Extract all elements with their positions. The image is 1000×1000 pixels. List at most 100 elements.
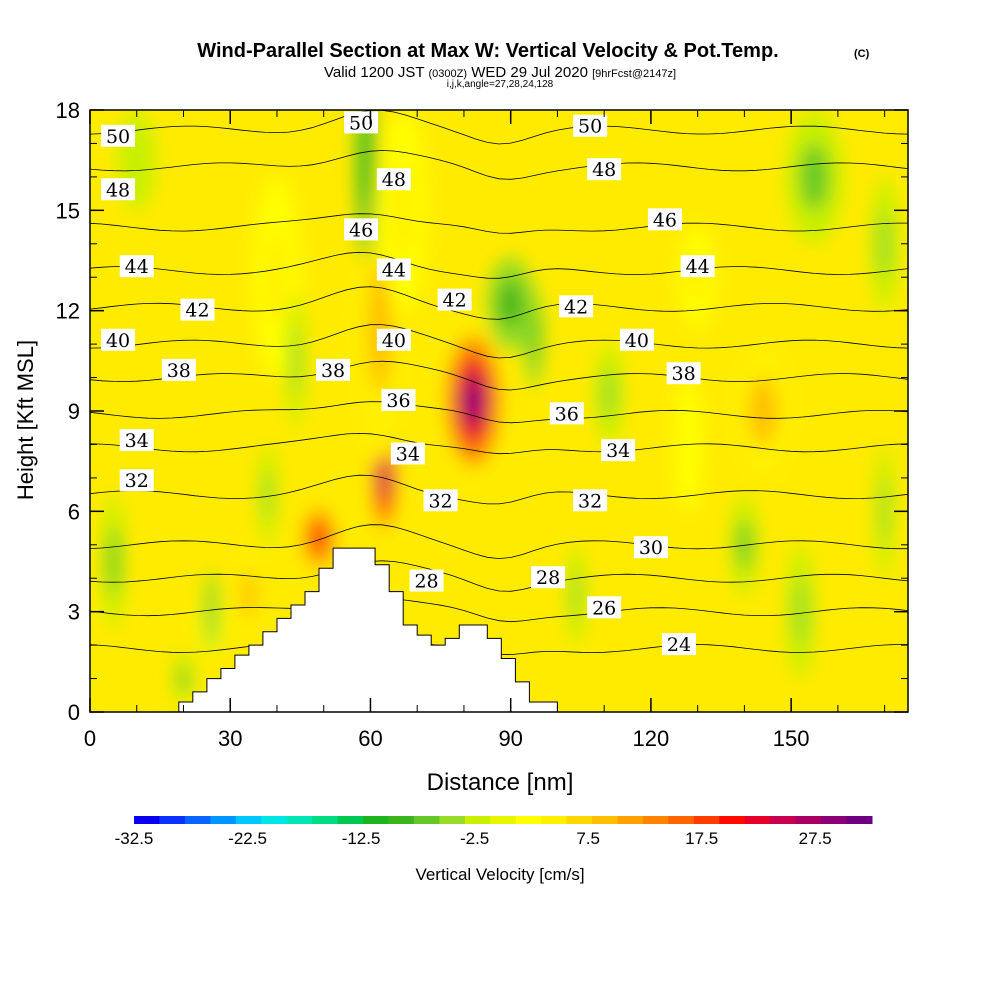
svg-text:38: 38 [672, 363, 696, 385]
colorbar [134, 816, 873, 824]
colorbar-swatch [693, 816, 720, 824]
contour-label: 46 [647, 208, 682, 231]
contour-label: 28 [531, 566, 566, 589]
svg-text:34: 34 [125, 430, 149, 452]
svg-text:32: 32 [578, 490, 602, 512]
colorbar-label: Vertical Velocity [cm/s] [415, 865, 584, 884]
colorbar-swatch [363, 816, 389, 824]
svg-text:44: 44 [125, 256, 149, 278]
svg-text:32: 32 [125, 470, 149, 492]
isentrope-48 [90, 150, 908, 180]
svg-text:38: 38 [321, 360, 345, 382]
contour-label: 42 [559, 295, 594, 318]
colorbar-swatch [795, 816, 822, 824]
grid-indices: i,j,k,angle=27,28,24,128 [447, 79, 554, 90]
svg-text:50: 50 [106, 126, 130, 148]
svg-text:30: 30 [639, 537, 663, 559]
colorbar-tick-label: 17.5 [685, 829, 718, 848]
y-tick-label: 6 [68, 499, 80, 524]
velocity-cell [178, 665, 189, 692]
colorbar-swatch [490, 816, 517, 824]
colorbar-swatch [541, 816, 568, 824]
y-tick-label: 0 [68, 700, 80, 725]
svg-text:26: 26 [592, 597, 616, 619]
contour-label: 50 [344, 111, 379, 134]
copyright-mark: (C) [854, 48, 870, 60]
colorbar-swatch [744, 816, 771, 824]
svg-text:36: 36 [555, 403, 579, 425]
contour-label: 40 [101, 328, 136, 352]
y-tick-label: 12 [56, 299, 80, 324]
contour-label: 46 [344, 218, 379, 241]
colorbar-swatch [846, 816, 873, 824]
svg-text:34: 34 [396, 443, 420, 465]
colorbar-swatch [515, 816, 542, 824]
x-tick-label: 0 [84, 726, 96, 751]
contour-label: 34 [601, 439, 636, 462]
y-axis-label: Height [Kft MSL] [13, 340, 38, 500]
colorbar-swatch [668, 816, 695, 824]
velocity-cell [800, 143, 829, 211]
x-tick-label: 150 [773, 726, 810, 751]
colorbar-swatch [286, 816, 313, 824]
isentrope-30 [90, 524, 908, 560]
colorbar-swatch [210, 816, 237, 824]
isentrope-32 [90, 474, 908, 505]
x-axis-label: Distance [nm] [427, 769, 574, 796]
contour-label: 50 [101, 124, 136, 148]
velocity-cell [127, 135, 147, 186]
contour-label: 32 [573, 489, 608, 512]
x-axis: 0 30 60 90 120 150 [84, 110, 886, 751]
colorbar-swatch [184, 816, 211, 824]
contour-label: 40 [619, 328, 654, 352]
svg-text:28: 28 [536, 567, 560, 589]
velocity-cell [107, 528, 120, 595]
velocity-cell [529, 312, 539, 363]
colorbar-swatch [134, 816, 160, 824]
valid-date: WED 29 Jul 2020 [471, 64, 588, 81]
valid-time: Valid 1200 JST [324, 64, 424, 81]
svg-text:40: 40 [625, 330, 649, 352]
y-tick-label: 18 [56, 98, 80, 123]
contour-label: 50 [573, 114, 608, 138]
velocity-cell [737, 519, 752, 570]
contour-label: 26 [587, 596, 622, 619]
velocity-cell [241, 569, 256, 621]
svg-text:42: 42 [185, 300, 209, 322]
isentrope-28 [90, 560, 908, 592]
contour-label: 48 [376, 168, 411, 191]
colorbar-swatch [719, 816, 746, 824]
velocity-cell [361, 110, 371, 211]
velocity-cell [749, 377, 778, 445]
contour-label: 42 [437, 288, 472, 312]
valid-utc: (0300Z) [428, 68, 467, 80]
isentrope-50 [90, 110, 908, 145]
contour-labels: 50 48 44 42 40 38 34 32 50 48 46 44 40 38 36 34 32 28 42 50… [101, 111, 715, 656]
colorbar-swatch [642, 816, 669, 824]
colorbar-swatch [566, 816, 593, 824]
velocity-cell [571, 569, 581, 621]
colorbar-swatch [312, 816, 339, 824]
contour-label: 36 [549, 402, 584, 425]
velocity-cell [793, 578, 808, 646]
colorbar-swatch [159, 816, 186, 824]
contour-label: 44 [376, 258, 411, 282]
isentrope-40 [90, 324, 908, 359]
velocity-cell [265, 227, 289, 328]
svg-text:48: 48 [382, 169, 406, 191]
contour-label: 44 [680, 255, 715, 278]
colorbar-swatch [770, 816, 797, 824]
contour-label: 34 [119, 429, 154, 452]
y-tick-label: 15 [56, 198, 80, 223]
isentrope-26 [90, 597, 908, 623]
velocity-cell [290, 327, 301, 395]
contour-label: 48 [587, 158, 622, 181]
svg-text:42: 42 [564, 296, 588, 318]
forecast-info: [9hrFcst@2147z] [592, 68, 676, 80]
x-tick-label: 120 [633, 726, 670, 751]
contour-label: 32 [119, 469, 154, 492]
colorbar-tick-label: -2.5 [460, 829, 489, 848]
contour-label: 32 [423, 489, 458, 512]
colorbar-tick-label: 27.5 [799, 829, 832, 848]
